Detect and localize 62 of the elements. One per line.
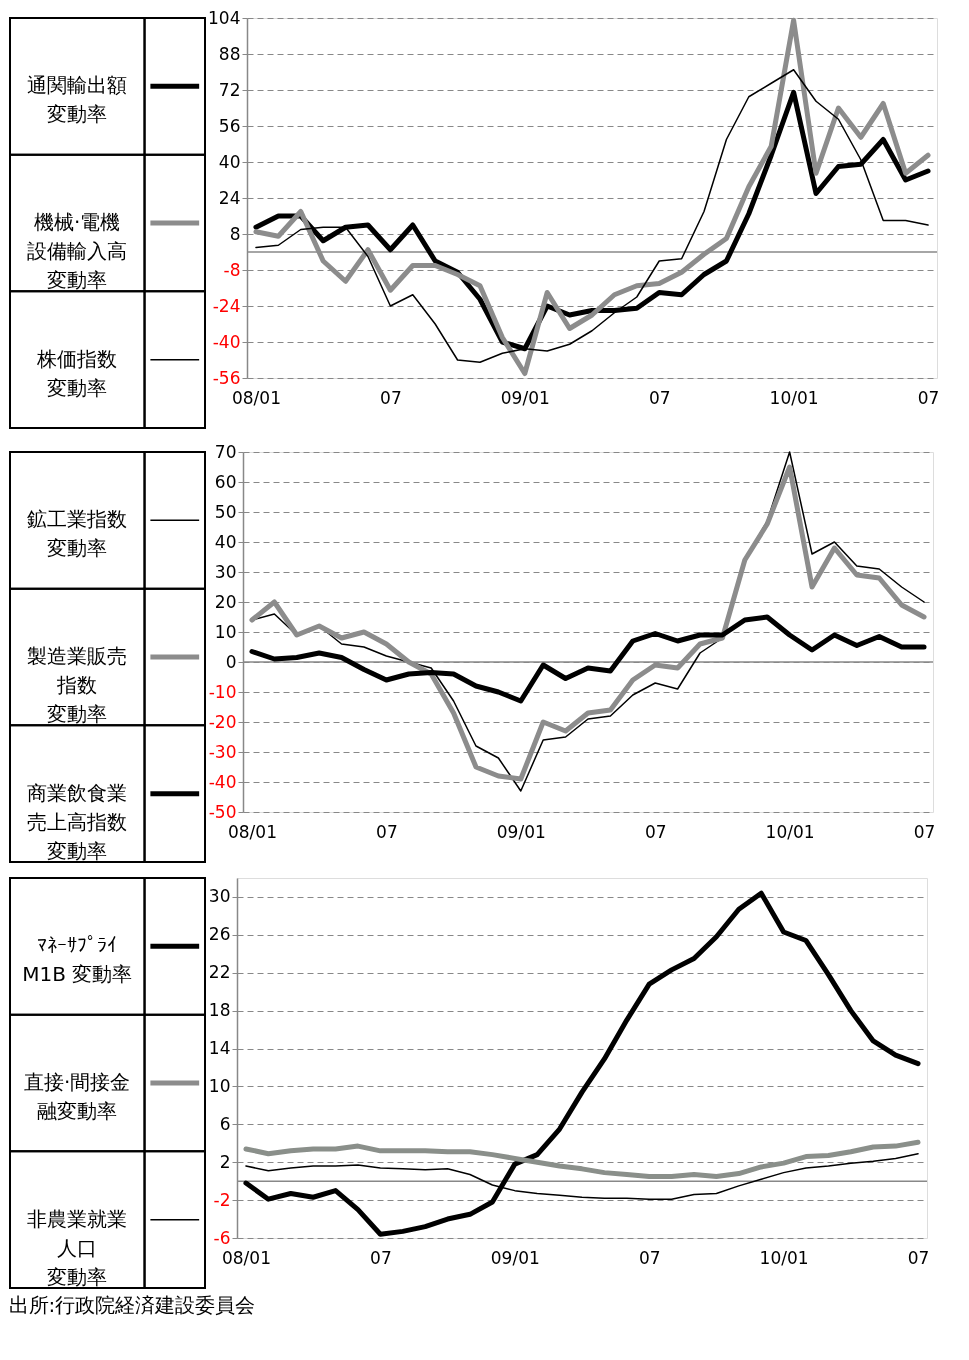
y-tick-label: 40 — [214, 531, 237, 552]
y-tick-label: 72 — [218, 79, 241, 100]
text: 出所:行政院経済建設委員会 — [8, 1292, 256, 1317]
y-tick-label: -10 — [208, 681, 237, 702]
x-tick-label: 09/01 — [496, 821, 546, 842]
x-tick-label: 08/01 — [227, 821, 277, 842]
y-tick-label: -50 — [208, 801, 237, 822]
y-tick-label: 2 — [219, 1151, 231, 1172]
legend-label: 鉱工業指数変動率 — [27, 507, 128, 561]
y-tick-label: -24 — [212, 295, 241, 316]
y-tick-label: 70 — [214, 441, 237, 462]
y-tick-label: 60 — [214, 471, 237, 492]
y-tick-label: 40 — [218, 151, 241, 172]
y-tick-label: 10 — [214, 621, 237, 642]
y-tick-label: 8 — [229, 223, 241, 244]
y-tick-label: 50 — [214, 501, 237, 522]
legend-label: ﾏﾈｰｻﾌﾟﾗｲ M1B 変動率 — [22, 933, 133, 987]
y-tick-label: 56 — [218, 115, 241, 136]
legend-label: 商業飲食業売上高指数変動率 — [27, 780, 128, 863]
y-tick-label: 88 — [218, 43, 241, 64]
y-tick-label: 30 — [208, 886, 231, 907]
y-tick-label: -2 — [213, 1189, 231, 1210]
x-tick-label: 09/01 — [490, 1247, 540, 1268]
y-tick-label: -56 — [212, 367, 241, 388]
x-tick-label: 09/01 — [500, 387, 550, 408]
x-tick-label: 08/01 — [221, 1247, 271, 1268]
x-tick-label: 07 — [370, 1247, 392, 1268]
legend-label: 通関輸出額変動率 — [27, 73, 128, 127]
y-tick-label: -40 — [208, 771, 237, 792]
y-tick-label: 6 — [219, 1113, 231, 1134]
y-tick-label: -8 — [223, 259, 241, 280]
x-tick-label: 07 — [913, 821, 936, 842]
y-tick-label: -20 — [208, 711, 237, 732]
y-tick-label: 30 — [214, 561, 237, 582]
x-tick-label: 07 — [648, 387, 671, 408]
y-tick-label: -40 — [212, 331, 241, 352]
x-tick-label: 10/01 — [759, 1247, 809, 1268]
x-tick-label: 07 — [644, 821, 667, 842]
legend-label: 株価指数変動率 — [36, 346, 118, 400]
y-tick-label: 24 — [218, 187, 241, 208]
y-tick-label: 20 — [214, 591, 237, 612]
x-tick-label: 08/01 — [231, 387, 281, 408]
x-tick-label: 07 — [907, 1247, 930, 1268]
legend-label: 直接·間接金融変動率 — [24, 1070, 131, 1123]
x-tick-label: 10/01 — [769, 387, 819, 408]
y-tick-label: 10 — [208, 1075, 231, 1096]
y-tick-label: 104 — [208, 7, 241, 28]
legend-label: 非農業就業人口変動率 — [27, 1206, 128, 1289]
y-tick-label: 0 — [225, 651, 237, 672]
x-tick-label: 07 — [917, 387, 940, 408]
y-tick-label: 22 — [208, 962, 231, 983]
x-tick-label: 07 — [638, 1247, 661, 1268]
y-tick-label: 18 — [208, 1000, 231, 1021]
y-tick-label: -6 — [213, 1227, 231, 1248]
legend-label: 機械·電機設備輸入高変動率 — [27, 210, 128, 292]
x-tick-label: 07 — [380, 387, 402, 408]
y-tick-label: 14 — [208, 1038, 231, 1059]
x-tick-label: 10/01 — [765, 821, 815, 842]
y-tick-label: 26 — [208, 924, 231, 945]
legend-label: 製造業販売指数変動率 — [27, 644, 128, 726]
x-tick-label: 07 — [376, 821, 398, 842]
y-tick-label: -30 — [208, 741, 237, 762]
